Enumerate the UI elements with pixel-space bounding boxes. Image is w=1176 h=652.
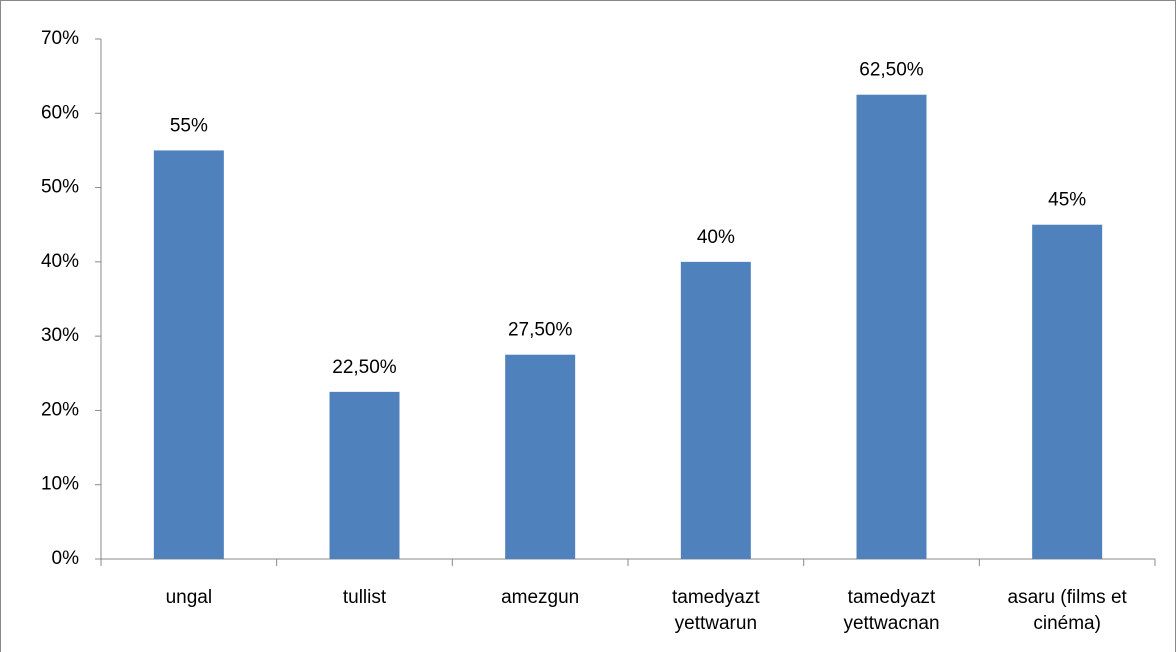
data-label: 40% <box>697 227 735 248</box>
y-tick-label: 20% <box>41 399 79 420</box>
y-tick-label: 60% <box>41 102 79 123</box>
y-tick-label: 0% <box>52 548 80 569</box>
x-tick-label: asaru (films et cinéma) <box>1007 587 1127 634</box>
data-label: 45% <box>1048 190 1086 211</box>
bar <box>856 94 927 559</box>
bar <box>329 391 400 559</box>
y-tick-label: 70% <box>41 28 79 49</box>
y-tick-label: 50% <box>41 177 79 198</box>
y-tick-label: 40% <box>41 251 79 272</box>
data-label: 62,50% <box>859 60 924 81</box>
data-label: 27,50% <box>508 320 573 341</box>
x-tick-label: tamedyazt yettwacnan <box>843 587 940 634</box>
data-label: 22,50% <box>332 357 397 378</box>
bar <box>505 354 576 559</box>
x-tick-label: tullist <box>342 587 387 608</box>
x-tick-label: tamedyazt yettwarun <box>672 587 760 634</box>
x-tick-label: amezgun <box>501 587 580 608</box>
bar <box>1032 224 1103 559</box>
y-tick-label: 10% <box>41 474 79 495</box>
y-tick-label: 30% <box>41 325 79 346</box>
bar <box>153 150 224 559</box>
x-tick-label: ungal <box>165 587 213 608</box>
data-label: 55% <box>170 115 208 136</box>
bar <box>680 261 751 559</box>
